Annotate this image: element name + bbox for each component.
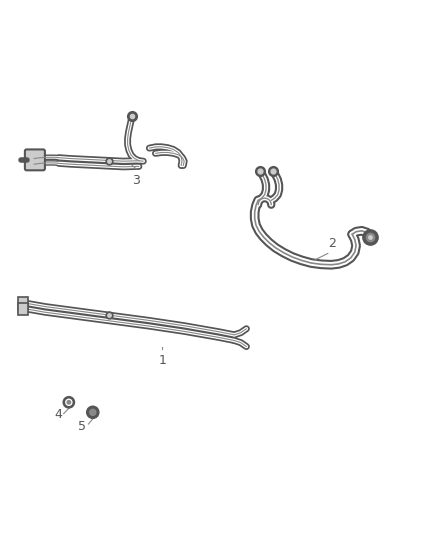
Text: 5: 5 [78, 419, 86, 433]
Text: 3: 3 [132, 174, 140, 187]
Bar [18, 297, 28, 310]
Bar [18, 303, 28, 315]
Circle shape [66, 399, 72, 405]
Text: 2: 2 [328, 237, 336, 250]
Circle shape [63, 397, 74, 408]
Text: 1: 1 [159, 354, 166, 367]
Circle shape [90, 409, 96, 415]
Circle shape [67, 400, 71, 404]
Text: 4: 4 [54, 408, 62, 422]
Circle shape [87, 406, 99, 418]
FancyBboxPatch shape [25, 149, 45, 171]
